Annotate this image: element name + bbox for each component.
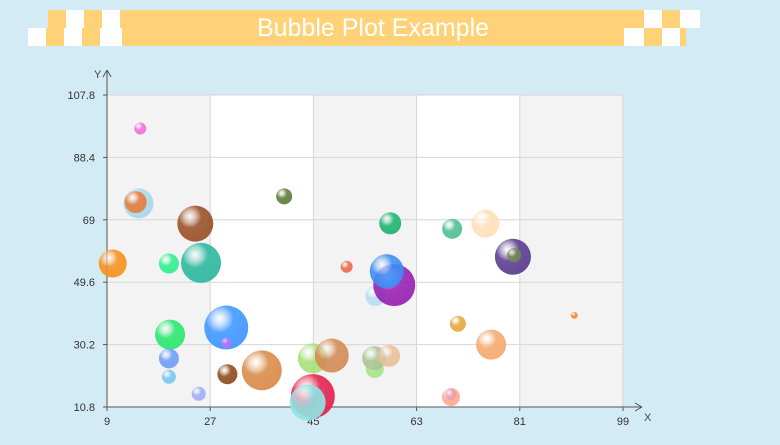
x-axis-label: X	[644, 412, 652, 424]
bubble	[158, 253, 179, 274]
bubble	[379, 212, 402, 235]
x-tick-label: 27	[204, 416, 216, 428]
x-tick-label: 99	[617, 416, 629, 428]
bubble	[442, 218, 463, 239]
title-banner	[28, 10, 700, 46]
bubble	[155, 319, 186, 350]
x-tick-label: 63	[410, 416, 422, 428]
bubble	[442, 388, 460, 407]
bubble	[191, 386, 206, 401]
bubble	[124, 191, 147, 214]
bubble	[98, 249, 127, 278]
y-tick-label: 30.2	[74, 340, 95, 352]
banner-band	[60, 10, 686, 46]
banner-checker-left	[28, 10, 122, 46]
bubble	[289, 384, 326, 421]
y-tick-label: 10.8	[74, 402, 95, 414]
bubble	[134, 122, 147, 135]
x-tick-label: 9	[104, 416, 110, 428]
chart-title: Bubble Plot Example	[256, 14, 490, 42]
bubble	[221, 337, 232, 348]
y-tick-label: 49.6	[74, 277, 95, 289]
y-tick-label: 88.4	[74, 152, 95, 164]
bubble	[177, 205, 214, 242]
bubble	[471, 209, 500, 238]
bubble	[161, 369, 176, 384]
bubble	[204, 305, 249, 350]
y-axis-arrow	[102, 69, 112, 78]
bubbles	[98, 122, 578, 421]
bubble	[181, 242, 222, 283]
y-tick-label: 107.8	[67, 90, 95, 102]
banner-checker-right	[624, 10, 700, 46]
bubble	[314, 338, 349, 373]
y-axis-label: Y	[94, 69, 102, 81]
bubble	[476, 329, 507, 360]
x-axis-arrow	[634, 402, 643, 412]
bubble	[378, 344, 401, 367]
bubble	[507, 248, 522, 263]
y-tick-label: 69	[83, 215, 95, 227]
bubble	[340, 260, 353, 273]
bubble	[158, 348, 179, 369]
bubble	[570, 311, 578, 319]
bubble	[241, 350, 282, 391]
bubble	[276, 188, 293, 205]
bubble	[217, 364, 238, 385]
x-tick-label: 81	[514, 416, 526, 428]
bubble	[449, 315, 466, 332]
bubble	[369, 254, 404, 289]
